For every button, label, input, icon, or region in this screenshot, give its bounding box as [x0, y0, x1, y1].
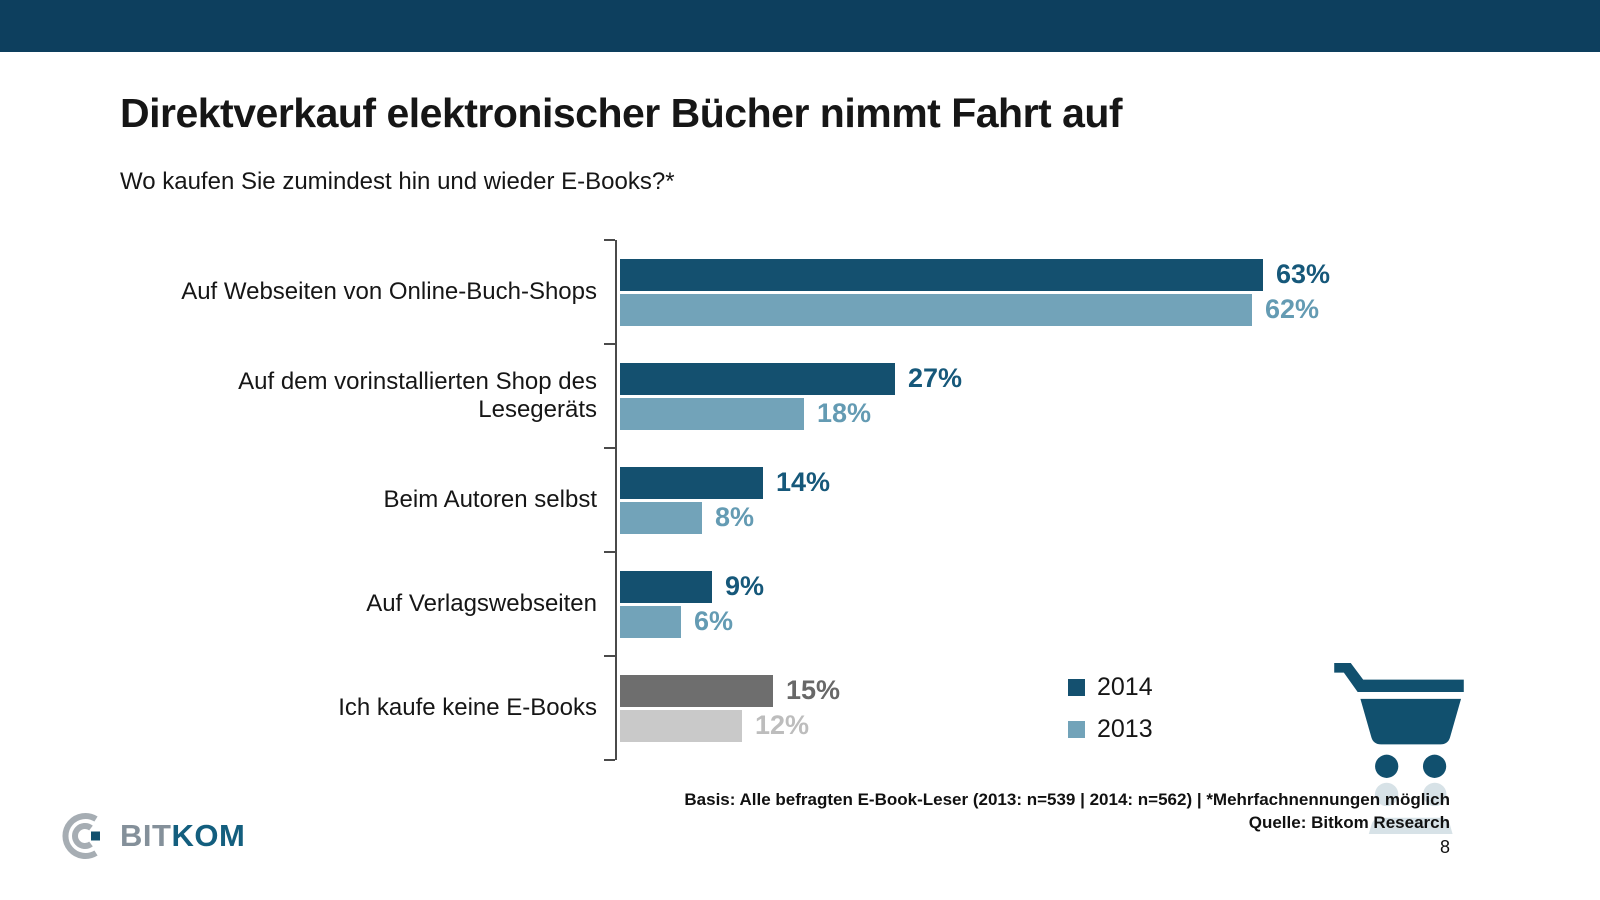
value-label-2014: 15%: [786, 675, 841, 705]
legend-label-2013: 2013: [1097, 714, 1153, 743]
bar-2014: [620, 362, 895, 395]
logo-text-kom: KOM: [171, 818, 246, 853]
legend-swatch-2014: [1068, 678, 1085, 696]
value-label-2013: 8%: [715, 502, 755, 532]
value-label-2013: 6%: [694, 606, 734, 636]
bar-2014: [620, 570, 712, 603]
legend: 2014 2013: [1068, 666, 1153, 750]
category-label: Auf dem vorinstallierten Shop des Lesege…: [238, 368, 597, 423]
legend-label-2014: 2014: [1097, 672, 1153, 701]
logo-text-bit: BIT: [120, 818, 172, 853]
page-number: 8: [1439, 837, 1450, 857]
axis-tick: [604, 343, 615, 345]
category-label: Auf Verlagswebseiten: [366, 590, 597, 617]
chart-group: Auf Webseiten von Online-Buch-Shops 63% 62…: [120, 240, 1490, 344]
bar-2013: [620, 293, 1252, 326]
bar-2014: [620, 258, 1263, 291]
category-label: Ich kaufe keine E-Books: [338, 694, 597, 721]
bar-pair: 63% 62%: [615, 240, 1330, 344]
cart-reflection: [1330, 782, 1468, 834]
chart-group: Auf Verlagswebseiten 9% 6%: [120, 552, 1490, 656]
bar-chart: Auf Webseiten von Online-Buch-Shops 63% 62…: [120, 239, 1490, 761]
chart-group: Beim Autoren selbst 14% 8%: [120, 448, 1490, 552]
footer: Basis: Alle befragten E-Book-Leser (2013…: [684, 788, 1450, 859]
axis-tick: [604, 447, 615, 449]
footer-basis: Basis: Alle befragten E-Book-Leser (2013…: [684, 790, 1450, 809]
value-label-2013: 18%: [817, 398, 872, 428]
value-label-2014: 9%: [725, 571, 765, 601]
value-label-2013: 62%: [1265, 294, 1320, 324]
bar-pair: 15% 12%: [615, 656, 840, 760]
slide-title: Direktverkauf elektronischer Bücher nimm…: [120, 90, 1123, 136]
bar-2013: [620, 501, 702, 534]
category-label: Beim Autoren selbst: [383, 486, 597, 513]
axis-tick: [604, 759, 615, 761]
cart-icon-wheels: [1375, 754, 1447, 778]
value-label-2014: 27%: [908, 363, 963, 393]
bar-2013: [620, 605, 681, 638]
chart-axis-line: [615, 240, 617, 760]
axis-tick: [604, 551, 615, 553]
footer-source: Quelle: Bitkom Research: [1248, 813, 1450, 832]
bar-2014: [620, 466, 763, 499]
bar-2013: [620, 709, 742, 742]
value-label-2013: 12%: [755, 710, 810, 740]
chart-groups: Auf Webseiten von Online-Buch-Shops 63% 62…: [120, 240, 1490, 760]
legend-item-2014: 2014: [1068, 666, 1153, 708]
chart-group: Ich kaufe keine E-Books 15% 12%: [120, 656, 1490, 760]
legend-swatch-2013: [1068, 720, 1085, 738]
bar-2013: [620, 397, 804, 430]
bar-pair: 14% 8%: [615, 448, 830, 552]
legend-item-2013: 2013: [1068, 708, 1153, 750]
bar-pair: 9% 6%: [615, 552, 764, 656]
shopping-cart-icon: [1330, 652, 1468, 834]
chart-group: Auf dem vorinstallierten Shop des Lesege…: [120, 344, 1490, 448]
value-label-2014: 14%: [776, 467, 831, 497]
value-label-2014: 63%: [1276, 259, 1331, 289]
cart-icon-main: [1334, 663, 1464, 745]
axis-tick: [604, 655, 615, 657]
bitkom-logo-icon: [62, 813, 100, 859]
chart-question: Wo kaufen Sie zumindest hin und wieder E…: [120, 168, 675, 195]
bar-2014: [620, 674, 773, 707]
bitkom-logo: BITKOM: [60, 810, 245, 862]
top-accent-bar: [0, 0, 1600, 52]
category-label: Auf Webseiten von Online-Buch-Shops: [181, 278, 597, 305]
bar-pair: 27% 18%: [615, 344, 962, 448]
axis-tick: [604, 239, 615, 241]
